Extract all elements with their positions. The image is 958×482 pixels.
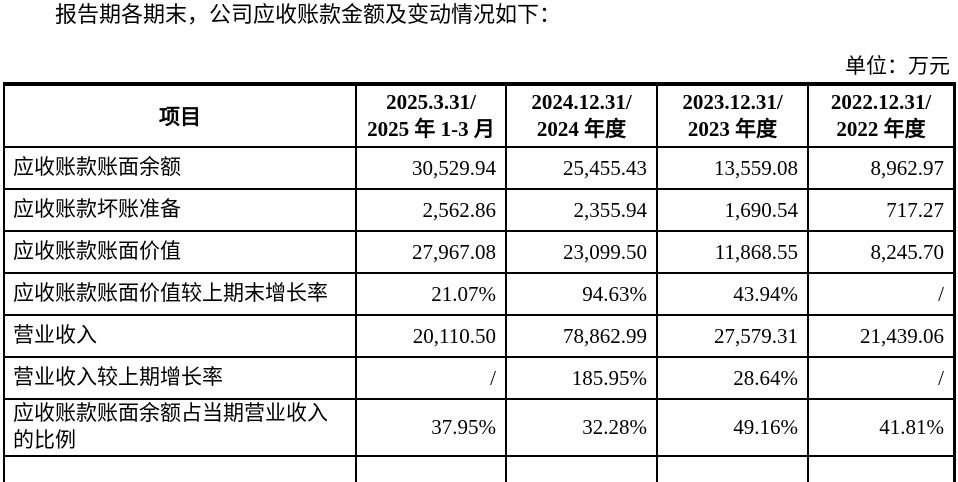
partial-cell: [807, 454, 956, 482]
cell-value: 21.07%: [355, 272, 507, 316]
cell-value: 94.63%: [505, 272, 658, 316]
cell-value: /: [807, 356, 956, 400]
row-label: 应收账款账面余额占当期营业收入的比例: [3, 398, 357, 457]
cell-value: 32.28%: [505, 398, 658, 457]
cell-value: 11,868.55: [656, 230, 809, 274]
header-item: 项目: [3, 83, 357, 148]
cell-value: 27,579.31: [656, 314, 809, 358]
cell-value: /: [807, 272, 956, 316]
table-row-book-value: 应收账款账面价值 27,967.08 23,099.50 11,868.55 8…: [3, 230, 956, 274]
table-header-row: 项目 2025.3.31/ 2025 年 1-3 月 2024.12.31/ 2…: [3, 83, 956, 148]
row-label: 应收账款账面价值: [3, 230, 357, 274]
cell-value: 37.95%: [355, 398, 507, 457]
header-period-line1: 2025.3.31/: [386, 89, 476, 114]
document-page: 报告期各期末，公司应收账款金额及变动情况如下： 单位：万元 项目 2025.3.…: [3, 2, 956, 482]
partial-cell: [656, 454, 809, 482]
row-label: 应收账款坏账准备: [3, 188, 357, 232]
partial-next-row: [3, 454, 956, 482]
header-period-line2: 2023 年度: [687, 117, 778, 141]
cell-value: 13,559.08: [656, 146, 809, 190]
table-row-revenue: 营业收入 20,110.50 78,862.99 27,579.31 21,43…: [3, 314, 956, 358]
partial-cell: [355, 454, 507, 482]
cell-value: 30,529.94: [355, 146, 507, 190]
cell-value: 2,562.86: [355, 188, 507, 232]
cell-value: 43.94%: [656, 272, 809, 316]
header-period-line2: 2022 年度: [836, 117, 926, 141]
cell-value: 185.95%: [505, 356, 658, 400]
header-period-line1: 2023.12.31/: [682, 89, 783, 114]
cell-value: 8,245.70: [807, 230, 956, 274]
row-label: 应收账款账面余额: [3, 146, 357, 190]
unit-label: 单位：万元: [845, 54, 950, 78]
intro-paragraph: 报告期各期末，公司应收账款金额及变动情况如下：: [55, 2, 562, 27]
table-row-balance: 应收账款账面余额 30,529.94 25,455.43 13,559.08 8…: [3, 146, 956, 190]
cell-value: 49.16%: [656, 398, 809, 457]
cell-value: 27,967.08: [355, 230, 507, 274]
header-period-2025: 2025.3.31/ 2025 年 1-3 月: [355, 83, 507, 148]
cell-value: 21,439.06: [807, 314, 956, 358]
header-period-2024: 2024.12.31/ 2024 年度: [505, 83, 658, 148]
table-row-revenue-growth: 营业收入较上期增长率 / 185.95% 28.64% /: [3, 356, 956, 400]
cell-value: 8,962.97: [807, 146, 956, 190]
table-row-book-value-growth: 应收账款账面价值较上期末增长率 21.07% 94.63% 43.94% /: [3, 272, 956, 316]
cell-value: 41.81%: [807, 398, 956, 457]
cell-value: 20,110.50: [355, 314, 507, 358]
header-period-line1: 2024.12.31/: [531, 89, 632, 114]
cell-value: 2,355.94: [505, 188, 658, 232]
row-label: 应收账款账面价值较上期末增长率: [3, 272, 357, 316]
row-label: 营业收入: [3, 314, 357, 358]
cell-value: 23,099.50: [505, 230, 658, 274]
receivables-table: 项目 2025.3.31/ 2025 年 1-3 月 2024.12.31/ 2…: [3, 82, 956, 482]
table-row-balance-to-revenue-ratio: 应收账款账面余额占当期营业收入的比例 37.95% 32.28% 49.16% …: [3, 398, 956, 457]
cell-value: /: [355, 356, 507, 400]
header-period-line1: 2022.12.31/: [830, 89, 932, 114]
header-period-2023: 2023.12.31/ 2023 年度: [656, 83, 809, 148]
partial-cell: [505, 454, 658, 482]
header-period-line2: 2024 年度: [536, 117, 627, 141]
row-label: 营业收入较上期增长率: [3, 356, 357, 400]
table-row-bad-debt: 应收账款坏账准备 2,562.86 2,355.94 1,690.54 717.…: [3, 188, 956, 232]
cell-value: 717.27: [807, 188, 956, 232]
cell-value: 25,455.43: [505, 146, 658, 190]
cell-value: 1,690.54: [656, 188, 809, 232]
cell-value: 28.64%: [656, 356, 809, 400]
cell-value: 78,862.99: [505, 314, 658, 358]
header-period-2022: 2022.12.31/ 2022 年度: [807, 83, 956, 148]
header-period-line2: 2025 年 1-3 月: [367, 117, 495, 141]
partial-cell: [3, 454, 357, 482]
